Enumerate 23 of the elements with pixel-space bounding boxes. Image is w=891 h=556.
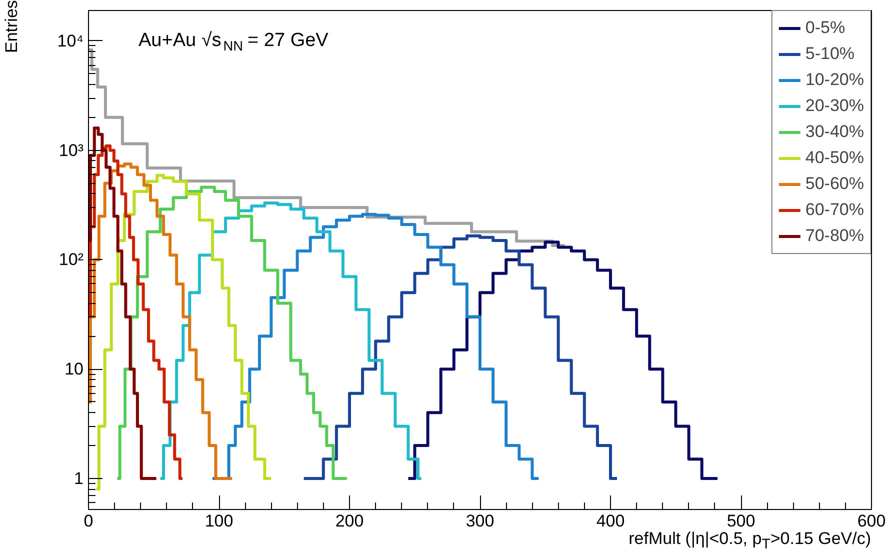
y-axis-title: Entries	[1, 0, 22, 55]
legend-label: 0-5%	[805, 17, 846, 39]
legend-label: 40-50%	[805, 147, 864, 169]
x-tick-label: 600	[857, 512, 886, 530]
legend-label: 5-10%	[805, 43, 855, 65]
legend-label: 70-80%	[805, 225, 864, 247]
x-tick-label: 100	[204, 512, 234, 530]
legend-label: 10-20%	[805, 69, 864, 91]
y-tick-label: 1	[74, 468, 84, 488]
x-tick-label: 300	[466, 512, 494, 530]
x-axis-title: refMult (|η|<0.5, p$_{T}$>0.15 GeV/c)	[628, 529, 871, 554]
legend-label: 50-60%	[805, 173, 864, 195]
y-tick-label: 10³	[58, 140, 84, 160]
legend-label: 30-40%	[805, 121, 864, 143]
legend-label: 60-70%	[805, 199, 864, 221]
y-tick-label: 10²	[58, 250, 84, 270]
y-tick-label: 10	[64, 360, 84, 379]
x-tick-label: 200	[335, 512, 364, 530]
y-tick-label: 10⁴	[57, 31, 84, 50]
legend-label: 20-30%	[805, 95, 864, 117]
x-tick-label: 500	[726, 512, 756, 530]
x-tick-label: 0	[84, 512, 94, 530]
x-tick-label: 400	[596, 512, 625, 530]
